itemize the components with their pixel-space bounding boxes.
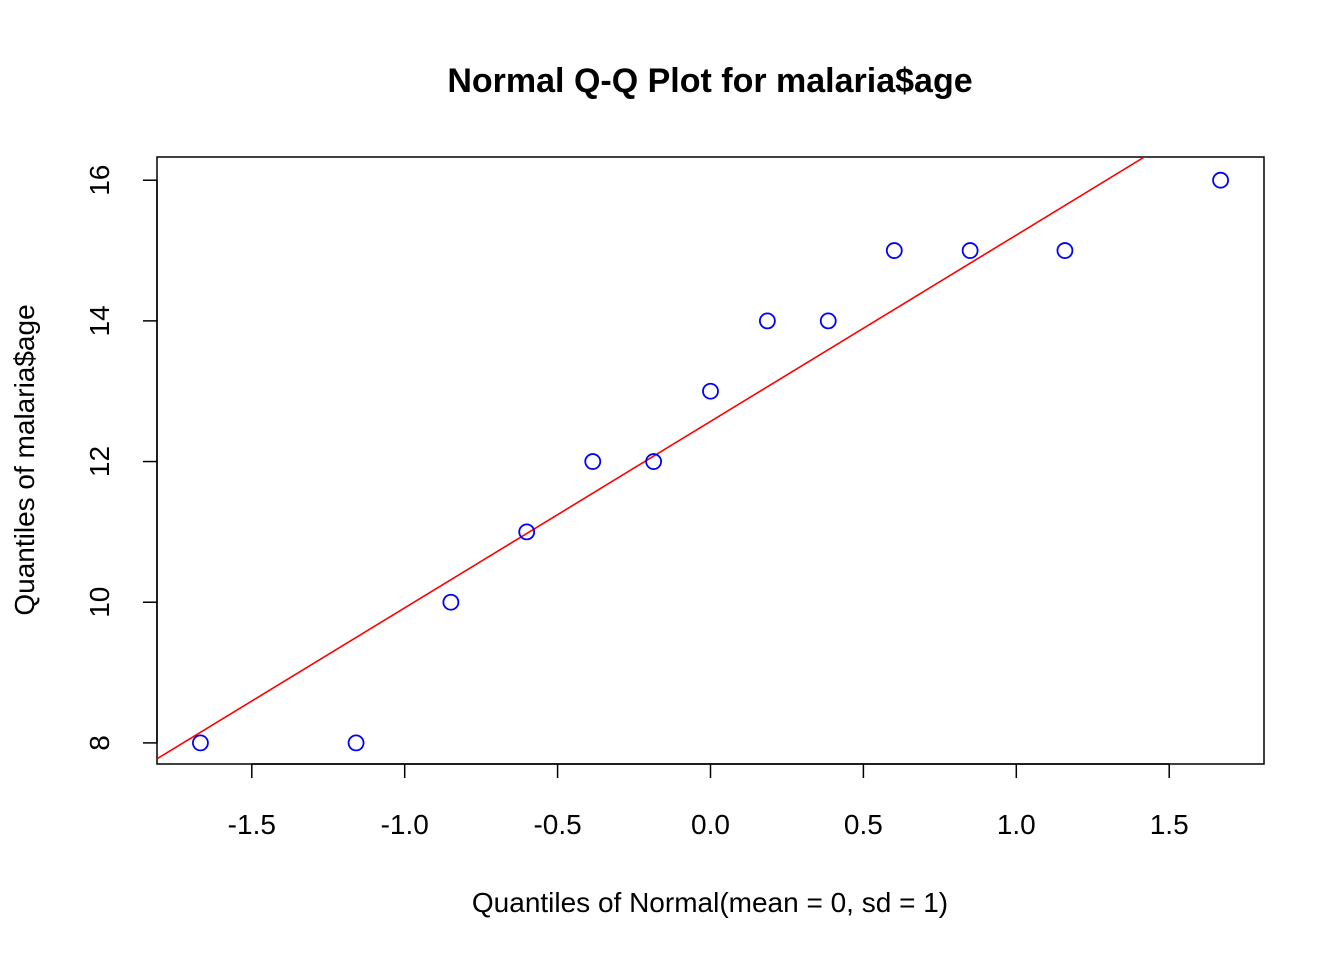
plot-area [157,157,1229,760]
x-tick-label: -1.5 [228,809,276,840]
x-tick-label: -1.0 [381,809,429,840]
data-point [819,312,837,330]
data-point [645,453,663,470]
y-tick-label: 10 [84,587,115,618]
y-tick-label: 8 [84,735,115,751]
data-point [758,312,776,330]
x-tick-label: 0.5 [844,809,883,840]
y-tick-label: 12 [84,446,115,477]
data-point [885,242,903,259]
reference-line [157,157,1146,760]
x-tick-label: 1.0 [997,809,1036,840]
data-point [961,242,979,259]
y-axis-label: Quantiles of malaria$age [9,304,40,615]
data-points [192,171,1229,752]
plot-frame [156,156,1265,765]
x-tick-label: -0.5 [533,809,581,840]
data-point [518,523,536,541]
x-axis: -1.5 -1.0 -0.5 0.0 0.5 1.0 1.5 [228,763,1189,840]
y-axis: 8 10 12 14 16 [84,165,158,751]
data-point [1212,171,1229,189]
y-tick-label: 14 [84,305,115,336]
x-tick-label: 0.0 [691,809,730,840]
data-point [192,734,209,752]
data-point [442,593,460,611]
data-point [584,453,602,470]
data-point [347,734,365,752]
x-axis-label: Quantiles of Normal(mean = 0, sd = 1) [472,887,948,918]
data-point [702,382,719,400]
data-point [1056,242,1074,259]
y-tick-label: 16 [84,165,115,196]
x-tick-label: 1.5 [1150,809,1189,840]
chart-title: Normal Q-Q Plot for malaria$age [447,62,972,100]
